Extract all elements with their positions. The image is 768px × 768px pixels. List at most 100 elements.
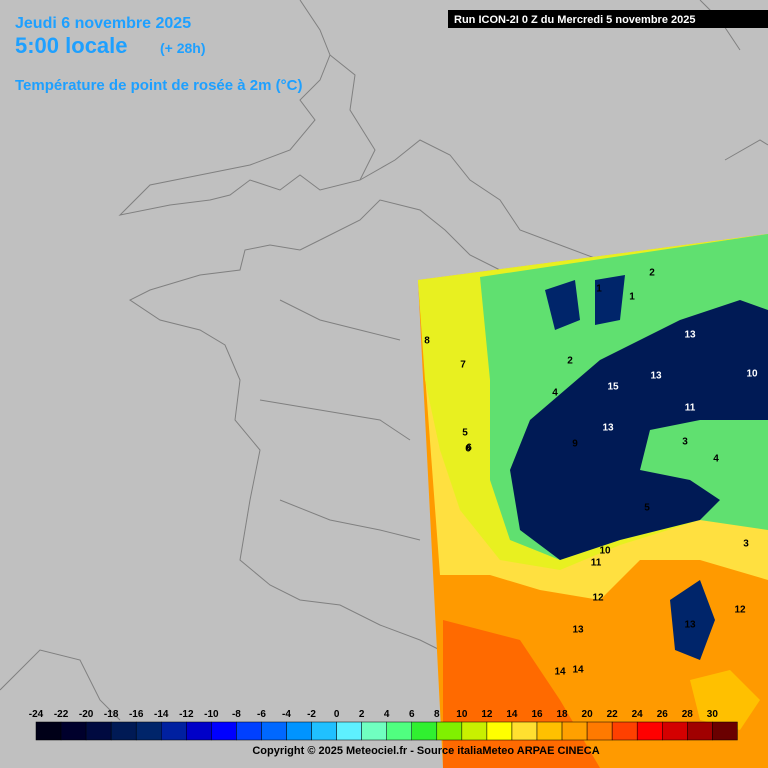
contour-label: 13 (684, 620, 696, 631)
contour-label: 10 (599, 546, 611, 557)
legend-swatch (60, 721, 87, 741)
legend-swatch (85, 721, 112, 741)
contour-label: 3 (743, 539, 749, 550)
legend-swatch (311, 721, 337, 741)
model-field (418, 234, 768, 768)
contour-label: 4 (713, 454, 719, 465)
legend-tick-label: -6 (257, 709, 266, 720)
legend-swatch (211, 721, 237, 741)
legend-tick-label: 26 (657, 709, 669, 720)
legend-swatch (336, 721, 362, 741)
lead: (+ 28h) (160, 40, 206, 56)
legend-tick-label: 8 (434, 709, 440, 720)
contour-label: 12 (734, 605, 746, 616)
legend-swatch (511, 721, 538, 741)
legend-tick-label: 22 (607, 709, 619, 720)
contour-label: 9 (572, 439, 578, 450)
contour-label: 10 (746, 369, 758, 380)
legend-tick-label: -18 (104, 709, 119, 720)
contour-label: 13 (650, 371, 662, 382)
field-zone (510, 300, 768, 560)
contour-label: 4 (552, 388, 558, 399)
legend-tick-label: -12 (179, 709, 194, 720)
legend-swatch (536, 721, 563, 741)
legend-tick-label: 6 (409, 709, 415, 720)
legend-tick-label: 12 (481, 709, 493, 720)
legend-tick-label: -8 (232, 709, 241, 720)
field-zone (690, 670, 760, 730)
legend-swatch (662, 721, 688, 741)
contour-label: 14 (572, 665, 584, 676)
legend-swatch (687, 721, 713, 741)
legend-swatch (436, 721, 463, 741)
legend-tick-label: 24 (632, 709, 644, 720)
legend-swatch (486, 721, 513, 741)
legend-tick-label: 30 (707, 709, 719, 720)
legend-swatch (586, 721, 613, 741)
contour-label: 14 (554, 667, 566, 678)
legend-swatch (261, 721, 287, 741)
run-box (448, 10, 768, 28)
contour-label: 13 (684, 330, 696, 341)
contour-label: 1 (629, 292, 635, 303)
time: 5:00 locale (15, 33, 128, 58)
contour-label: 11 (591, 558, 602, 569)
contour-label: 2 (649, 268, 655, 279)
legend-tick-label: -10 (204, 709, 219, 720)
legend-swatch (161, 721, 187, 741)
contour-label: 13 (572, 625, 584, 636)
legend-tick-label: -14 (154, 709, 169, 720)
contour-labels: 7865491313111021124313151412111014135613… (424, 268, 758, 678)
legend-tick-label: 4 (384, 709, 390, 720)
legend: -24 -22 -20 -18 -16 -14 -12 -10 -8 -6 -4 -2 0 2 4 6 8 10 1… (29, 709, 738, 741)
legend-tick-label: -22 (54, 709, 69, 720)
legend-swatch (286, 721, 312, 741)
legend-swatch (461, 721, 488, 741)
legend-tick-label: -20 (79, 709, 94, 720)
contour-label: 1 (596, 284, 602, 295)
legend-swatch (611, 721, 638, 741)
contour-label: 3 (682, 437, 688, 448)
field-zone (545, 275, 715, 660)
legend-swatch (110, 721, 137, 741)
legend-tick-label: 10 (456, 709, 468, 720)
legend-swatch (411, 721, 438, 741)
copyright: Copyright © 2025 Meteociel.fr - Source i… (252, 745, 599, 757)
contour-label: 13 (602, 423, 614, 434)
contour-label: 15 (607, 382, 619, 393)
legend-tick-label: 16 (531, 709, 543, 720)
legend-tick-label: -4 (282, 709, 291, 720)
legend-swatch (386, 721, 413, 741)
legend-tick-label: -16 (129, 709, 144, 720)
contour-label: 6 (465, 444, 471, 455)
legend-swatch (712, 721, 738, 741)
legend-tick-label: 18 (556, 709, 568, 720)
legend-tick-label: 28 (682, 709, 694, 720)
contour-label: 6 (466, 443, 472, 454)
contour-label: 11 (685, 403, 696, 414)
legend-swatch (636, 721, 663, 741)
parameter: Température de point de rosée à 2m (°C) (15, 77, 302, 94)
legend-swatch (236, 721, 262, 741)
legend-swatch (561, 721, 588, 741)
legend-tick-label: 0 (334, 709, 340, 720)
contour-label: 5 (644, 503, 650, 514)
contour-label: 8 (424, 336, 430, 347)
contour-label: 5 (462, 428, 468, 439)
legend-tick-label: -24 (29, 709, 44, 720)
run-label: Run ICON-2I 0 Z du Mercredi 5 novembre 2… (454, 14, 695, 26)
legend-swatch (135, 721, 162, 741)
legend-tick-label: 2 (359, 709, 365, 720)
legend-swatch (361, 721, 387, 741)
date: Jeudi 6 novembre 2025 (15, 15, 191, 32)
legend-swatch (35, 721, 62, 741)
contour-label: 2 (567, 356, 573, 367)
legend-tick-label: 14 (506, 709, 518, 720)
legend-tick-label: 20 (582, 709, 594, 720)
contour-label: 7 (460, 360, 466, 371)
contour-label: 12 (592, 593, 604, 604)
legend-swatch (186, 721, 212, 741)
borders (0, 0, 768, 721)
legend-tick-label: -2 (307, 709, 316, 720)
